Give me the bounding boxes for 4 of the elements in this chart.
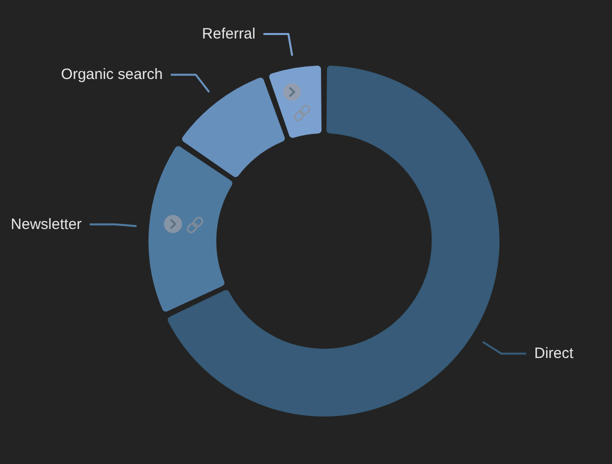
slice-label: Organic search	[61, 66, 163, 84]
slice-label: Newsletter	[10, 216, 82, 233]
slice-label: Referral	[202, 26, 256, 43]
slice-label: Direct	[534, 345, 574, 362]
